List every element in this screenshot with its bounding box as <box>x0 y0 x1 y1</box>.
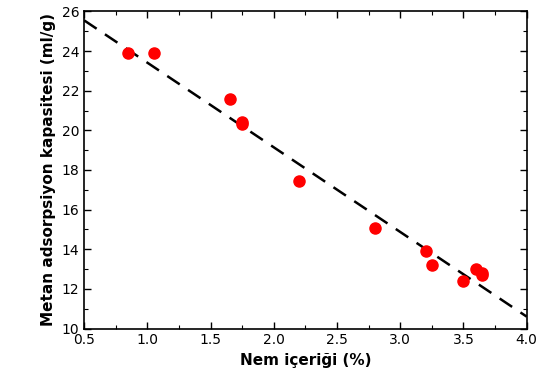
Point <box>478 272 487 278</box>
Y-axis label: Metan adsorpsiyon kapasitesi (ml/g): Metan adsorpsiyon kapasitesi (ml/g) <box>41 13 56 327</box>
Point <box>472 266 481 272</box>
Point <box>427 262 436 268</box>
Point <box>225 96 234 102</box>
Point <box>421 248 430 254</box>
Point <box>238 120 247 126</box>
Point <box>478 270 487 276</box>
Point <box>295 178 304 184</box>
Point <box>238 121 247 128</box>
Point <box>124 50 133 56</box>
X-axis label: Nem içeriği (%): Nem içeriği (%) <box>239 353 371 368</box>
Point <box>459 278 468 284</box>
Point <box>371 225 380 231</box>
Point <box>149 50 158 56</box>
